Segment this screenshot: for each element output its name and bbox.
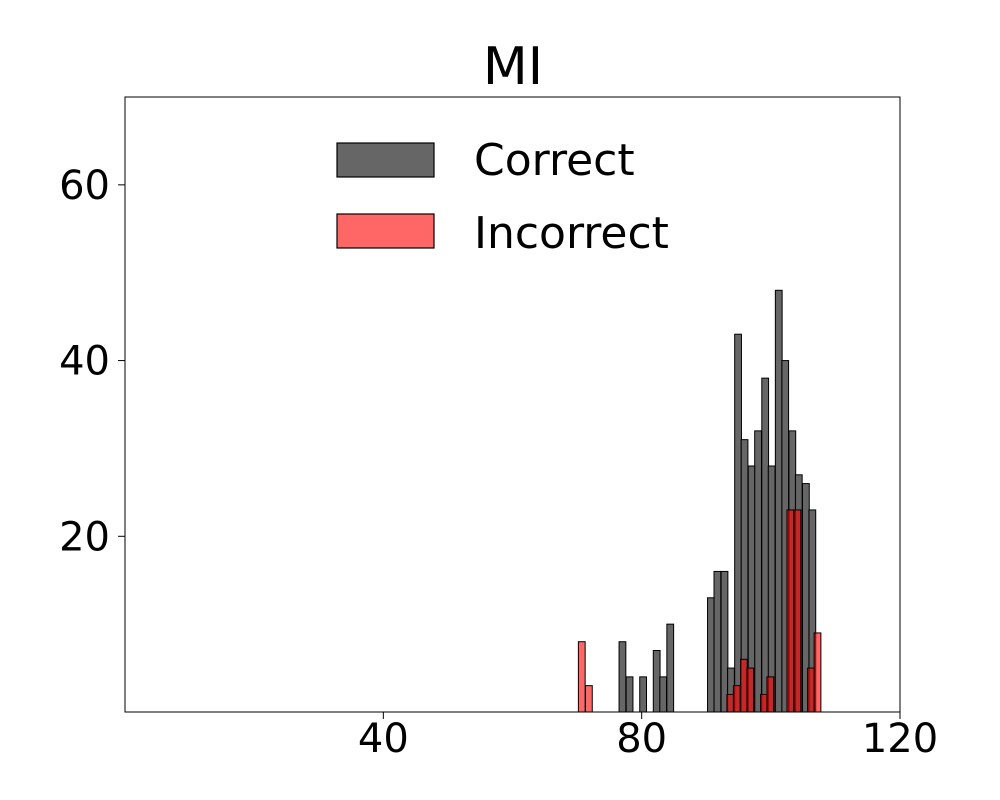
plot-frame <box>124 96 901 713</box>
correct-bar <box>707 597 715 713</box>
correct-bar <box>639 676 648 713</box>
incorrect-series-bars <box>577 509 822 713</box>
incorrect-bar <box>766 676 775 713</box>
x-tick-label: 120 <box>862 716 938 762</box>
legend-swatch-incorrect <box>336 213 435 249</box>
x-tick-label: 80 <box>616 716 667 762</box>
legend-swatch-correct <box>336 142 435 178</box>
y-tick-label: 20 <box>59 514 110 560</box>
incorrect-bar <box>732 685 741 713</box>
chart-title: MI <box>483 37 543 97</box>
correct-bar <box>652 650 661 713</box>
y-tick-label: 40 <box>59 339 110 385</box>
x-tick-label: 40 <box>358 716 409 762</box>
y-tick-label: 60 <box>59 163 110 209</box>
correct-bar <box>761 377 770 713</box>
legend: Correct Incorrect <box>336 135 669 259</box>
legend-label-incorrect: Incorrect <box>474 208 669 259</box>
incorrect-bar <box>786 509 795 713</box>
incorrect-bar <box>739 658 748 713</box>
y-axis: 20 40 60 <box>59 163 125 560</box>
correct-bar <box>625 676 634 713</box>
incorrect-bar <box>807 667 815 713</box>
incorrect-bar <box>726 693 735 713</box>
correct-bar <box>720 570 729 713</box>
incorrect-bar <box>793 509 802 713</box>
incorrect-bar <box>577 641 586 713</box>
correct-bar <box>659 676 668 713</box>
correct-bar <box>774 289 783 713</box>
incorrect-bar <box>760 693 768 713</box>
correct-bar <box>767 465 776 713</box>
correct-bar <box>713 570 722 713</box>
correct-series-bars <box>618 289 817 713</box>
incorrect-bar <box>813 632 822 713</box>
correct-bar <box>754 430 762 713</box>
legend-label-correct: Correct <box>474 135 635 186</box>
x-axis: 40 80 120 <box>358 712 938 762</box>
correct-bar <box>618 641 627 713</box>
correct-bar <box>666 623 675 713</box>
incorrect-bar <box>584 685 593 713</box>
correct-bar <box>734 333 742 713</box>
incorrect-bar <box>746 667 755 713</box>
